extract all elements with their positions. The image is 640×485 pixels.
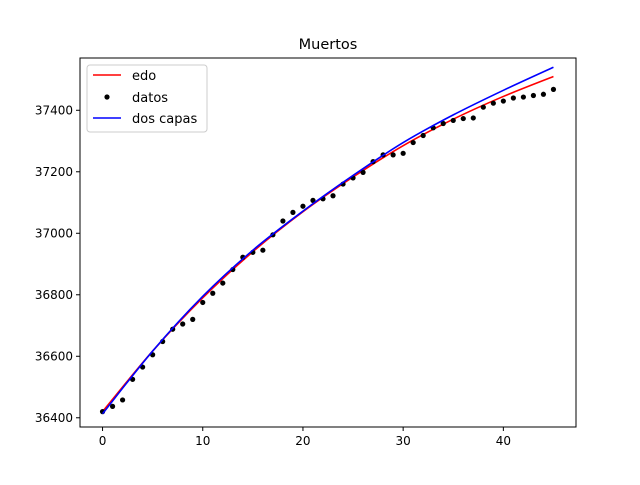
y-tick-label: 37000 [35,226,73,240]
data-point [210,290,216,296]
data-point [440,120,446,127]
y-tick-label: 36600 [35,349,73,363]
data-point [180,321,186,327]
data-point [420,132,426,139]
x-tick-label: 30 [396,434,411,448]
data-point [450,117,456,124]
x-tick-label: 10 [195,434,210,448]
series-layer [99,66,557,415]
legend-swatch-datos [104,94,110,100]
legend-label-datos: datos [132,91,168,106]
chart-title: Muertos [299,37,358,53]
y-tick-label: 36400 [35,411,73,425]
legend: edo datos dos capas [86,64,208,133]
data-point [520,94,526,100]
data-point [410,139,416,146]
series-line-dos-capas [101,66,554,415]
plot-frame [79,57,577,428]
data-point [390,152,396,158]
y-tick-label: 37200 [35,165,73,179]
data-point [400,150,406,156]
data-point [190,316,196,322]
data-point [330,193,336,199]
data-point [530,92,537,99]
data-point [470,115,476,121]
y-tick-label: 37400 [35,103,73,117]
data-point [260,247,266,253]
legend-label-dos-capas: dos capas [132,112,197,127]
data-point [310,197,316,203]
data-point [510,95,516,101]
data-point [360,169,366,175]
data-point [480,104,486,110]
data-point [280,218,286,224]
legend-box [86,64,208,133]
data-point [200,299,206,306]
axis-ticks: 0 10 20 30 40 36400 36600 36800 37000 37200 37400 [35,103,511,448]
data-point [540,91,547,97]
data-point [220,280,226,286]
x-tick-label: 20 [295,434,310,448]
y-tick-label: 36800 [35,288,73,302]
data-point [500,98,506,104]
legend-label-edo: edo [132,69,156,84]
data-point [290,209,296,215]
data-point [490,100,496,106]
data-point [119,397,126,403]
x-tick-label: 40 [496,434,511,448]
data-point [460,115,466,122]
data-point [550,86,557,92]
data-point [300,203,306,209]
x-tick-label: 0 [99,434,107,448]
data-point [109,403,116,409]
